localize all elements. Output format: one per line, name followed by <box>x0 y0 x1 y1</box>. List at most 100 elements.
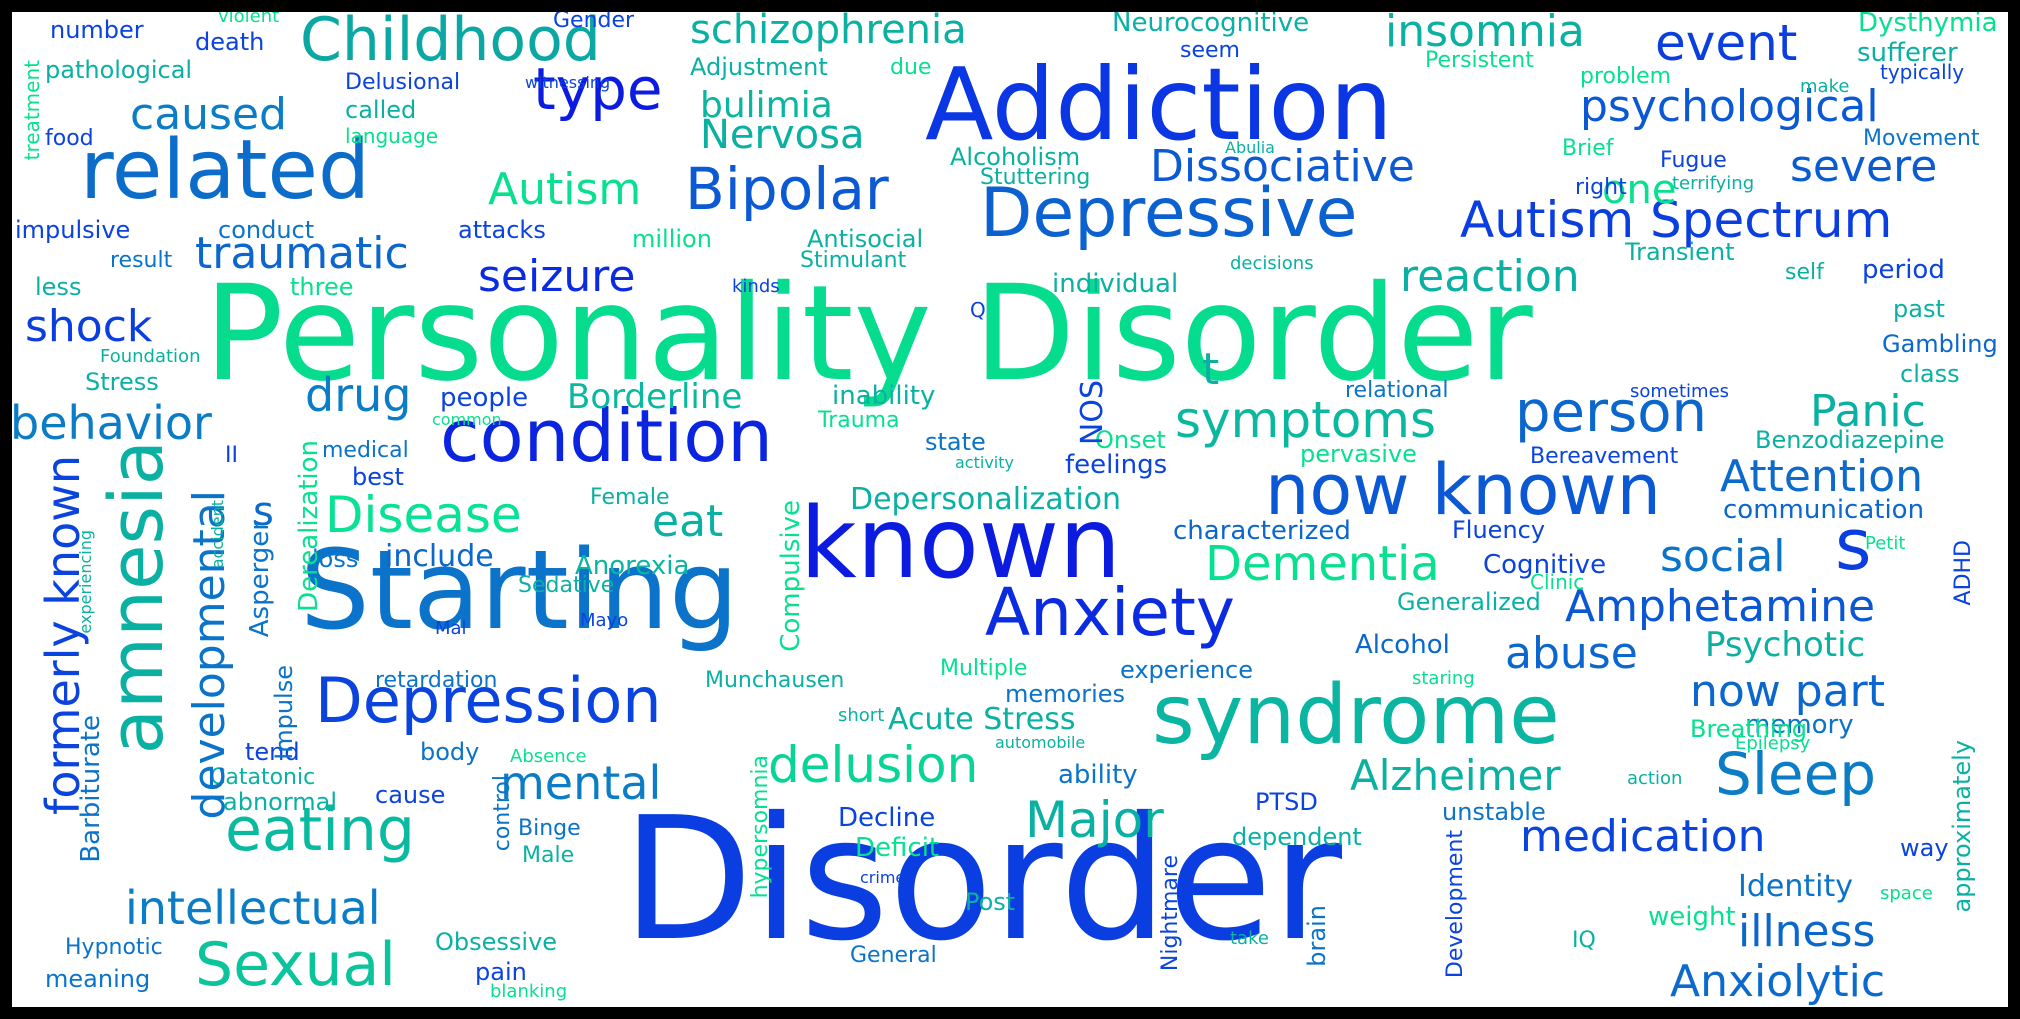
cloud-word: Male <box>522 843 575 868</box>
cloud-word: severe <box>1790 141 1938 192</box>
cloud-word: II <box>225 443 238 468</box>
cloud-word: unstable <box>1442 798 1546 826</box>
cloud-word: Depersonalization <box>850 482 1122 517</box>
cloud-word: Dementia <box>1205 536 1440 592</box>
cloud-word: problem <box>1580 64 1672 89</box>
cloud-word: Stress <box>85 368 159 396</box>
cloud-word: IQ <box>1572 928 1596 953</box>
cloud-word: Autism Spectrum <box>1460 191 1893 249</box>
cloud-word: Absence <box>510 746 587 767</box>
cloud-word: Abulia <box>1225 138 1275 157</box>
cloud-word: Childhood <box>300 12 601 75</box>
cloud-word: activity <box>955 453 1014 472</box>
cloud-word: individual <box>1052 269 1179 299</box>
cloud-word: PTSD <box>1255 788 1318 816</box>
cloud-word: witnessing <box>525 73 611 92</box>
cloud-word: communication <box>1723 495 1925 525</box>
cloud-word: reaction <box>1400 251 1580 302</box>
cloud-word: Anxiety <box>985 574 1235 651</box>
cloud-word: number <box>50 16 144 44</box>
cloud-word: type <box>533 55 663 123</box>
cloud-word: hypersomnia <box>748 755 773 899</box>
cloud-word: ADHD <box>1951 540 1976 606</box>
word-cloud: Disorder Personality Disorder Starting Addi… <box>12 12 2008 1007</box>
cloud-word: shock <box>25 301 153 352</box>
cloud-word: experiencing <box>76 530 95 634</box>
cloud-word: Disorder <box>622 781 1343 979</box>
cloud-word: staring <box>1412 668 1475 689</box>
cloud-word: sometimes <box>1630 381 1730 402</box>
cloud-word: traumatic <box>195 228 409 279</box>
cloud-word: Asperger <box>245 520 275 638</box>
cloud-word: state <box>925 428 986 456</box>
cloud-word: Onset <box>1095 426 1166 454</box>
cloud-word: Neurocognitive <box>1112 12 1310 38</box>
cloud-word: caused <box>130 89 287 140</box>
cloud-word: Anorexia <box>575 551 690 581</box>
cloud-word: Binge <box>518 816 581 841</box>
cloud-word: Benzodiazepine <box>1755 426 1945 454</box>
cloud-word: Anxiolytic <box>1670 956 1886 1007</box>
cloud-word: seem <box>1180 38 1240 63</box>
cloud-word: social <box>1660 531 1786 582</box>
cloud-word: Epilepsy <box>1735 733 1811 754</box>
cloud-word: Mal <box>435 618 467 639</box>
cloud-word: Delusional <box>345 70 461 95</box>
cloud-word: pervasive <box>1300 440 1417 468</box>
cloud-word: dependent <box>1232 823 1362 851</box>
cloud-word: Sleep <box>1715 740 1877 808</box>
cloud-word: inability <box>832 381 936 411</box>
cloud-word: Acute Stress <box>888 702 1076 737</box>
cloud-word: sufferer <box>1857 38 1958 68</box>
cloud-word: brain <box>1303 905 1331 967</box>
cloud-word: medication <box>1520 811 1766 862</box>
cloud-word: conduct <box>218 216 315 244</box>
cloud-word: Multiple <box>940 656 1028 681</box>
cloud-word: meaning <box>45 965 151 993</box>
cloud-word: pathological <box>45 56 193 84</box>
cloud-word: pain <box>475 958 527 986</box>
cloud-word: called <box>345 96 417 124</box>
cloud-word: due <box>890 55 932 80</box>
cloud-word: Hypnotic <box>65 935 163 960</box>
cloud-word: Catatonic <box>210 765 316 790</box>
cloud-word: one <box>1602 167 1677 213</box>
cloud-word: Disease <box>325 486 522 544</box>
cloud-word: Sedative <box>518 573 615 598</box>
cloud-word: Borderline <box>567 377 743 417</box>
cloud-word: Development <box>1443 830 1468 979</box>
cloud-word: automobile <box>995 733 1086 752</box>
cloud-word: Cognitive <box>1483 550 1607 580</box>
cloud-word: way <box>1900 834 1949 862</box>
cloud-word: Decline <box>838 803 936 833</box>
cloud-word: intellectual <box>125 881 381 935</box>
cloud-word: Gender <box>553 12 635 33</box>
cloud-word: Movement <box>1863 126 1980 151</box>
cloud-word: Obsessive <box>435 928 558 956</box>
cloud-word: amnesia <box>94 440 180 755</box>
cloud-word: Alcoholism <box>950 143 1081 171</box>
cloud-word: insomnia <box>1385 12 1585 57</box>
cloud-word: eat <box>652 496 724 547</box>
cloud-word: Post <box>965 888 1016 916</box>
cloud-word: eating <box>225 795 415 865</box>
cloud-word: decisions <box>1230 253 1314 274</box>
cloud-word: now part <box>1690 666 1886 717</box>
cloud-word: impulsive <box>15 216 131 244</box>
cloud-word: Deficit <box>855 833 940 863</box>
cloud-word: Nightmare <box>1158 855 1183 972</box>
cloud-word: Barbiturate <box>76 715 106 863</box>
cloud-word: delusion <box>768 736 979 794</box>
cloud-word: space <box>1880 883 1933 904</box>
cloud-word: Stuttering <box>980 165 1091 190</box>
cloud-word: control <box>490 775 515 852</box>
cloud-word: Stimulant <box>800 248 907 273</box>
cloud-word: schizophrenia <box>690 12 967 53</box>
cloud-word: now known <box>1265 449 1662 531</box>
cloud-word: Clinic <box>1530 570 1585 594</box>
cloud-word: Derealization <box>294 440 324 612</box>
cloud-word: approximately <box>1948 740 1976 913</box>
cloud-word: terrifying <box>1672 173 1755 194</box>
cloud-word: behavior <box>12 396 212 450</box>
cloud-word: Personality Disorder <box>204 257 1533 411</box>
